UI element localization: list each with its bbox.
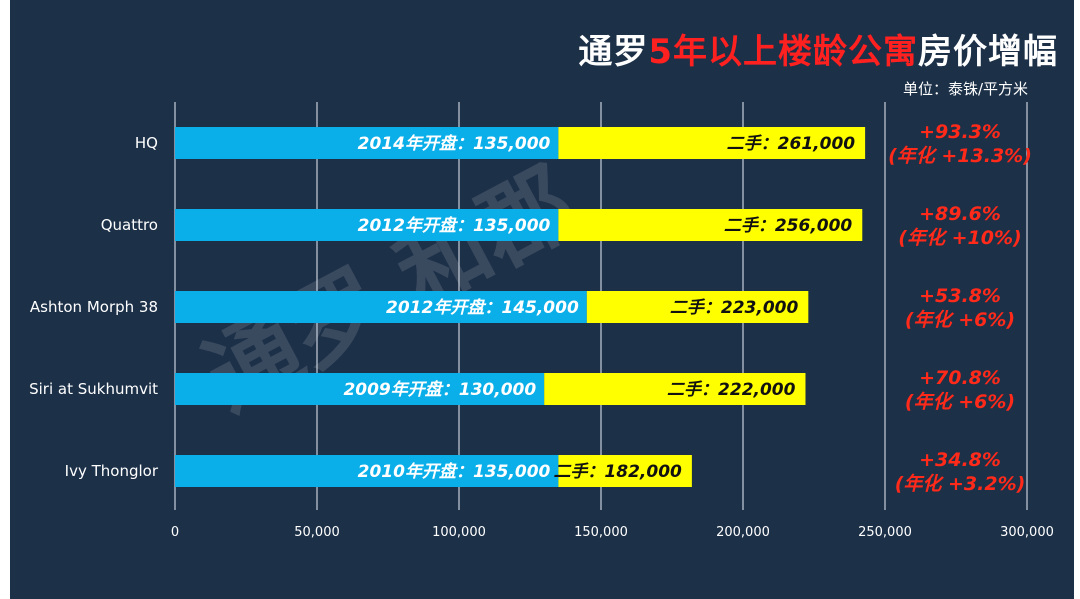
resale-bar — [558, 455, 692, 487]
launch-bar — [175, 373, 545, 405]
title-prefix: 通罗 — [578, 32, 649, 72]
title-highlight: 5年以上楼龄公寓 — [648, 32, 918, 72]
category-label: Siri at Sukhumvit — [29, 380, 158, 398]
resale-bar — [558, 127, 866, 159]
growth-annual-label: (年化 +13.3%) — [888, 145, 1032, 167]
bars — [175, 127, 866, 487]
launch-bar — [175, 127, 559, 159]
x-tick-label: 200,000 — [716, 525, 770, 540]
growth-total-label: +93.3% — [919, 121, 1001, 143]
growth-total-label: +53.8% — [919, 285, 1001, 307]
chart-title: 通罗5年以上楼龄公寓房价增幅 — [578, 24, 1058, 73]
resale-value-label: 二手：182,000 — [553, 462, 682, 482]
x-tick-label: 100,000 — [432, 525, 486, 540]
x-tick-label: 150,000 — [574, 525, 628, 540]
growth-annual-label: (年化 +6%) — [905, 309, 1015, 331]
x-tick-label: 250,000 — [858, 525, 912, 540]
growth-total-label: +89.6% — [919, 203, 1001, 225]
launch-bar — [175, 209, 559, 241]
unit-label: 单位：泰铢/平方米 — [902, 80, 1028, 98]
resale-value-label: 二手：261,000 — [727, 134, 856, 154]
x-tick-label: 0 — [171, 525, 179, 540]
labels: 0 50,000 100,000 150,000 200,000 250,000 300,0… — [29, 121, 1054, 540]
growth-total-label: +70.8% — [919, 367, 1001, 389]
launch-value-label: 2012年开盘：135,000 — [358, 216, 551, 236]
resale-value-label: 二手：256,000 — [724, 216, 853, 236]
launch-value-label: 2010年开盘：135,000 — [358, 462, 551, 482]
launch-bar — [175, 455, 559, 487]
category-label: Ivy Thonglor — [65, 462, 159, 480]
category-label: Ashton Morph 38 — [30, 298, 158, 316]
growth-annual-label: (年化 +10%) — [898, 227, 1021, 249]
launch-bar — [175, 291, 587, 323]
category-label: HQ — [135, 134, 158, 152]
x-tick-label: 300,000 — [1000, 525, 1054, 540]
growth-annual-label: (年化 +6%) — [905, 391, 1015, 413]
resale-bar — [544, 373, 806, 405]
launch-value-label: 2009年开盘：130,000 — [343, 380, 536, 400]
launch-value-label: 2014年开盘：135,000 — [358, 134, 551, 154]
x-tick-label: 50,000 — [294, 525, 340, 540]
resale-bar — [586, 291, 809, 323]
resale-value-label: 二手：222,000 — [667, 380, 796, 400]
resale-bar — [558, 209, 863, 241]
category-label: Quattro — [101, 216, 158, 234]
resale-value-label: 二手：223,000 — [670, 298, 799, 318]
title-suffix: 房价增幅 — [918, 32, 1058, 72]
launch-value-label: 2012年开盘：145,000 — [386, 298, 579, 318]
growth-annual-label: (年化 +3.2%) — [895, 473, 1026, 495]
growth-total-label: +34.8% — [919, 449, 1001, 471]
